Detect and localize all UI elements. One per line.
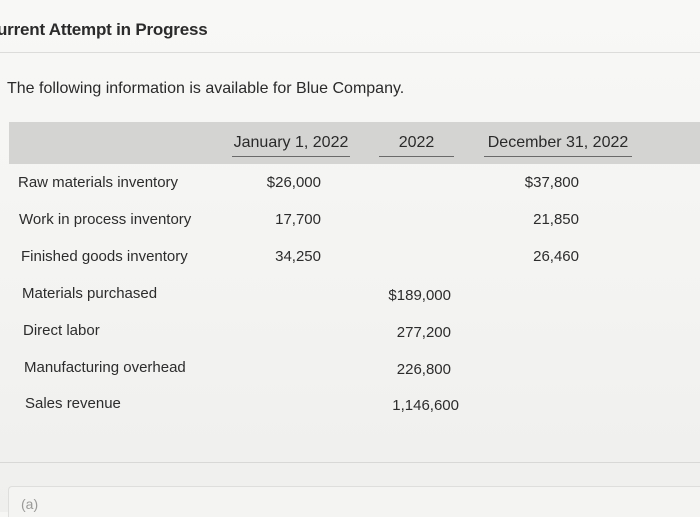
table-header-row: January 1, 2022 2022 December 31, 2022 [9, 122, 700, 164]
part-a-label: (a) [21, 496, 39, 512]
question-intro-text: The following information is available f… [7, 80, 405, 97]
column-underline [379, 156, 454, 157]
row-label: Direct labor [23, 322, 100, 339]
column-underline [484, 156, 632, 157]
value-jan: $26,000 [266, 174, 321, 191]
value-dec: 21,850 [533, 211, 579, 228]
value-year: 226,800 [396, 361, 451, 378]
row-label: Materials purchased [22, 285, 158, 302]
column-header-jan-1-2022: January 1, 2022 [232, 134, 350, 157]
value-jan: 34,250 [275, 248, 321, 265]
table-row: Manufacturing overhead 226,800 [9, 358, 700, 382]
value-jan: 17,700 [275, 211, 321, 228]
value-dec: 26,460 [533, 248, 579, 265]
section-divider [0, 462, 700, 463]
attempt-status-heading: urrent Attempt in Progress [0, 20, 208, 39]
table-row: Work in process inventory 17,700 21,850 [9, 210, 700, 234]
data-table: January 1, 2022 2022 December 31, 2022 R… [9, 122, 700, 452]
row-label: Manufacturing overhead [24, 359, 186, 376]
value-year: $189,000 [388, 287, 451, 304]
column-underline [232, 156, 350, 157]
part-a-container [8, 486, 700, 517]
row-label: Raw materials inventory [18, 174, 179, 191]
row-label: Work in process inventory [19, 211, 192, 228]
table-row: Direct labor 277,200 [9, 321, 700, 345]
table-row: Sales revenue 1,146,600 [9, 394, 700, 418]
value-year: 277,200 [396, 324, 451, 341]
header-divider [0, 52, 700, 53]
table-row: Raw materials inventory $26,000 $37,800 [9, 173, 700, 197]
row-label: Sales revenue [25, 395, 121, 412]
value-dec: $37,800 [524, 174, 579, 191]
column-header-2022: 2022 [379, 134, 454, 157]
row-label: Finished goods inventory [21, 248, 188, 265]
table-row: Finished goods inventory 34,250 26,460 [9, 247, 700, 271]
value-year: 1,146,600 [392, 397, 459, 414]
table-row: Materials purchased $189,000 [9, 284, 700, 308]
column-header-dec-31-2022: December 31, 2022 [484, 134, 632, 157]
